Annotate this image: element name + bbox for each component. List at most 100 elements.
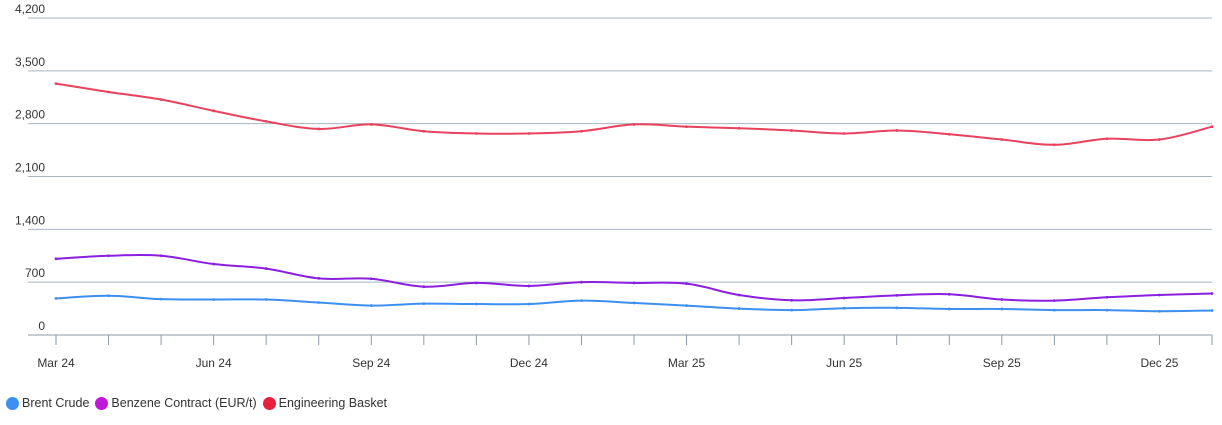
data-points bbox=[54, 82, 1214, 313]
chart-legend: Brent Crude Benzene Contract (EUR/t) Eng… bbox=[6, 396, 393, 410]
data-point-engineering-basket[interactable] bbox=[107, 90, 110, 94]
data-point-engineering-basket[interactable] bbox=[1158, 138, 1161, 141]
legend-label-engineering-basket: Engineering Basket bbox=[278, 396, 388, 410]
data-point-engineering-basket[interactable] bbox=[895, 129, 899, 132]
line-chart: 0 700 1,400 2,100 2,800 3,500 4,200 Mar 24 Jun … bbox=[15, 2, 1214, 370]
legend-swatch-brent-crude bbox=[6, 396, 19, 410]
legend-item-engineering-basket[interactable]: Engineering Basket bbox=[262, 396, 388, 410]
x-tick-label: Sep 25 bbox=[983, 356, 1021, 370]
data-point-benzene-contract-eur-t[interactable] bbox=[790, 298, 794, 302]
data-point-brent-crude[interactable] bbox=[895, 306, 899, 310]
data-point-benzene-contract-eur-t[interactable] bbox=[212, 262, 216, 266]
x-axis: Mar 24 Jun 24 Sep 24 Dec 24 Mar 25 Jun 25 Sep … bbox=[37, 334, 1213, 370]
data-point-benzene-contract-eur-t[interactable] bbox=[842, 296, 846, 300]
data-point-brent-crude[interactable] bbox=[264, 298, 268, 301]
data-point-brent-crude[interactable] bbox=[317, 301, 321, 304]
data-point-brent-crude[interactable] bbox=[159, 297, 163, 301]
data-point-benzene-contract-eur-t[interactable] bbox=[1158, 293, 1161, 297]
data-point-benzene-contract-eur-t[interactable] bbox=[107, 254, 110, 258]
data-point-benzene-contract-eur-t[interactable] bbox=[54, 257, 58, 261]
data-point-engineering-basket[interactable] bbox=[1052, 143, 1056, 147]
data-point-engineering-basket[interactable] bbox=[159, 98, 163, 101]
data-point-engineering-basket[interactable] bbox=[632, 123, 636, 126]
x-tick-label: Dec 25 bbox=[1140, 356, 1178, 370]
data-point-engineering-basket[interactable] bbox=[1210, 125, 1214, 129]
data-point-brent-crude[interactable] bbox=[1052, 308, 1056, 312]
data-point-benzene-contract-eur-t[interactable] bbox=[474, 281, 478, 285]
data-point-engineering-basket[interactable] bbox=[580, 129, 583, 133]
y-axis-labels: 0 700 1,400 2,100 2,800 3,500 4,200 bbox=[15, 2, 45, 333]
series-lines bbox=[55, 82, 1213, 313]
legend-swatch-benzene-contract bbox=[95, 396, 109, 410]
data-point-brent-crude[interactable] bbox=[790, 308, 794, 312]
data-point-benzene-contract-eur-t[interactable] bbox=[1210, 292, 1214, 295]
data-point-benzene-contract-eur-t[interactable] bbox=[737, 293, 741, 297]
y-tick-label: 700 bbox=[25, 266, 45, 280]
data-point-benzene-contract-eur-t[interactable] bbox=[685, 282, 688, 286]
data-point-brent-crude[interactable] bbox=[527, 302, 531, 306]
data-point-engineering-basket[interactable] bbox=[527, 132, 531, 135]
y-tick-label: 4,200 bbox=[15, 2, 45, 16]
data-point-brent-crude[interactable] bbox=[212, 298, 216, 301]
data-point-benzene-contract-eur-t[interactable] bbox=[317, 276, 321, 280]
data-point-brent-crude[interactable] bbox=[737, 307, 741, 310]
legend-swatch-engineering-basket bbox=[262, 396, 276, 410]
data-point-brent-crude[interactable] bbox=[54, 296, 58, 300]
data-point-engineering-basket[interactable] bbox=[369, 123, 373, 126]
data-point-brent-crude[interactable] bbox=[474, 302, 478, 306]
data-point-engineering-basket[interactable] bbox=[685, 125, 688, 129]
data-point-brent-crude[interactable] bbox=[947, 307, 951, 311]
legend-item-brent-crude[interactable]: Brent Crude bbox=[6, 396, 89, 410]
data-point-brent-crude[interactable] bbox=[369, 304, 373, 307]
y-tick-label: 3,500 bbox=[15, 55, 45, 69]
data-point-brent-crude[interactable] bbox=[685, 304, 688, 307]
data-point-engineering-basket[interactable] bbox=[474, 132, 478, 135]
data-point-benzene-contract-eur-t[interactable] bbox=[264, 267, 268, 270]
data-point-engineering-basket[interactable] bbox=[422, 129, 426, 133]
data-point-benzene-contract-eur-t[interactable] bbox=[1000, 298, 1004, 301]
x-tick-label: Sep 24 bbox=[352, 356, 390, 370]
data-point-brent-crude[interactable] bbox=[842, 306, 846, 310]
data-point-engineering-basket[interactable] bbox=[947, 132, 951, 136]
data-point-benzene-contract-eur-t[interactable] bbox=[527, 284, 531, 288]
data-point-brent-crude[interactable] bbox=[1158, 309, 1161, 313]
y-tick-label: 0 bbox=[38, 319, 45, 333]
data-point-benzene-contract-eur-t[interactable] bbox=[159, 254, 163, 258]
data-point-engineering-basket[interactable] bbox=[317, 127, 321, 131]
data-point-engineering-basket[interactable] bbox=[737, 126, 741, 130]
legend-label-benzene-contract: Benzene Contract (EUR/t) bbox=[111, 396, 257, 410]
data-point-benzene-contract-eur-t[interactable] bbox=[422, 285, 426, 289]
data-point-benzene-contract-eur-t[interactable] bbox=[947, 292, 951, 296]
grid-lines bbox=[28, 17, 1212, 336]
data-point-engineering-basket[interactable] bbox=[1000, 138, 1004, 141]
data-point-benzene-contract-eur-t[interactable] bbox=[895, 293, 899, 297]
data-point-brent-crude[interactable] bbox=[1000, 307, 1004, 311]
data-point-brent-crude[interactable] bbox=[1210, 309, 1214, 312]
data-point-brent-crude[interactable] bbox=[580, 299, 583, 303]
data-point-brent-crude[interactable] bbox=[107, 294, 110, 298]
data-point-benzene-contract-eur-t[interactable] bbox=[369, 277, 373, 281]
data-point-engineering-basket[interactable] bbox=[790, 129, 794, 132]
data-point-engineering-basket[interactable] bbox=[842, 132, 846, 135]
data-point-engineering-basket[interactable] bbox=[1105, 137, 1109, 141]
data-point-engineering-basket[interactable] bbox=[54, 82, 58, 86]
x-tick-label: Jun 25 bbox=[826, 356, 862, 370]
data-point-engineering-basket[interactable] bbox=[212, 109, 216, 113]
y-tick-label: 2,800 bbox=[15, 108, 45, 122]
x-tick-label: Mar 25 bbox=[668, 356, 706, 370]
series-line-benzene-contract-eur-t[interactable] bbox=[55, 253, 1213, 302]
legend-item-benzene-contract[interactable]: Benzene Contract (EUR/t) bbox=[95, 396, 257, 410]
data-point-benzene-contract-eur-t[interactable] bbox=[1052, 299, 1056, 303]
data-point-brent-crude[interactable] bbox=[1105, 308, 1109, 312]
data-point-benzene-contract-eur-t[interactable] bbox=[1105, 295, 1109, 299]
data-point-brent-crude[interactable] bbox=[632, 301, 636, 305]
series-line-engineering-basket[interactable] bbox=[55, 82, 1213, 146]
data-point-engineering-basket[interactable] bbox=[264, 120, 268, 123]
legend-label-brent-crude: Brent Crude bbox=[22, 396, 90, 410]
y-tick-label: 1,400 bbox=[15, 213, 45, 227]
x-tick-label: Dec 24 bbox=[510, 356, 548, 370]
data-point-benzene-contract-eur-t[interactable] bbox=[580, 280, 583, 284]
data-point-benzene-contract-eur-t[interactable] bbox=[632, 281, 636, 285]
data-point-brent-crude[interactable] bbox=[422, 302, 426, 306]
x-tick-label: Jun 24 bbox=[196, 356, 232, 370]
